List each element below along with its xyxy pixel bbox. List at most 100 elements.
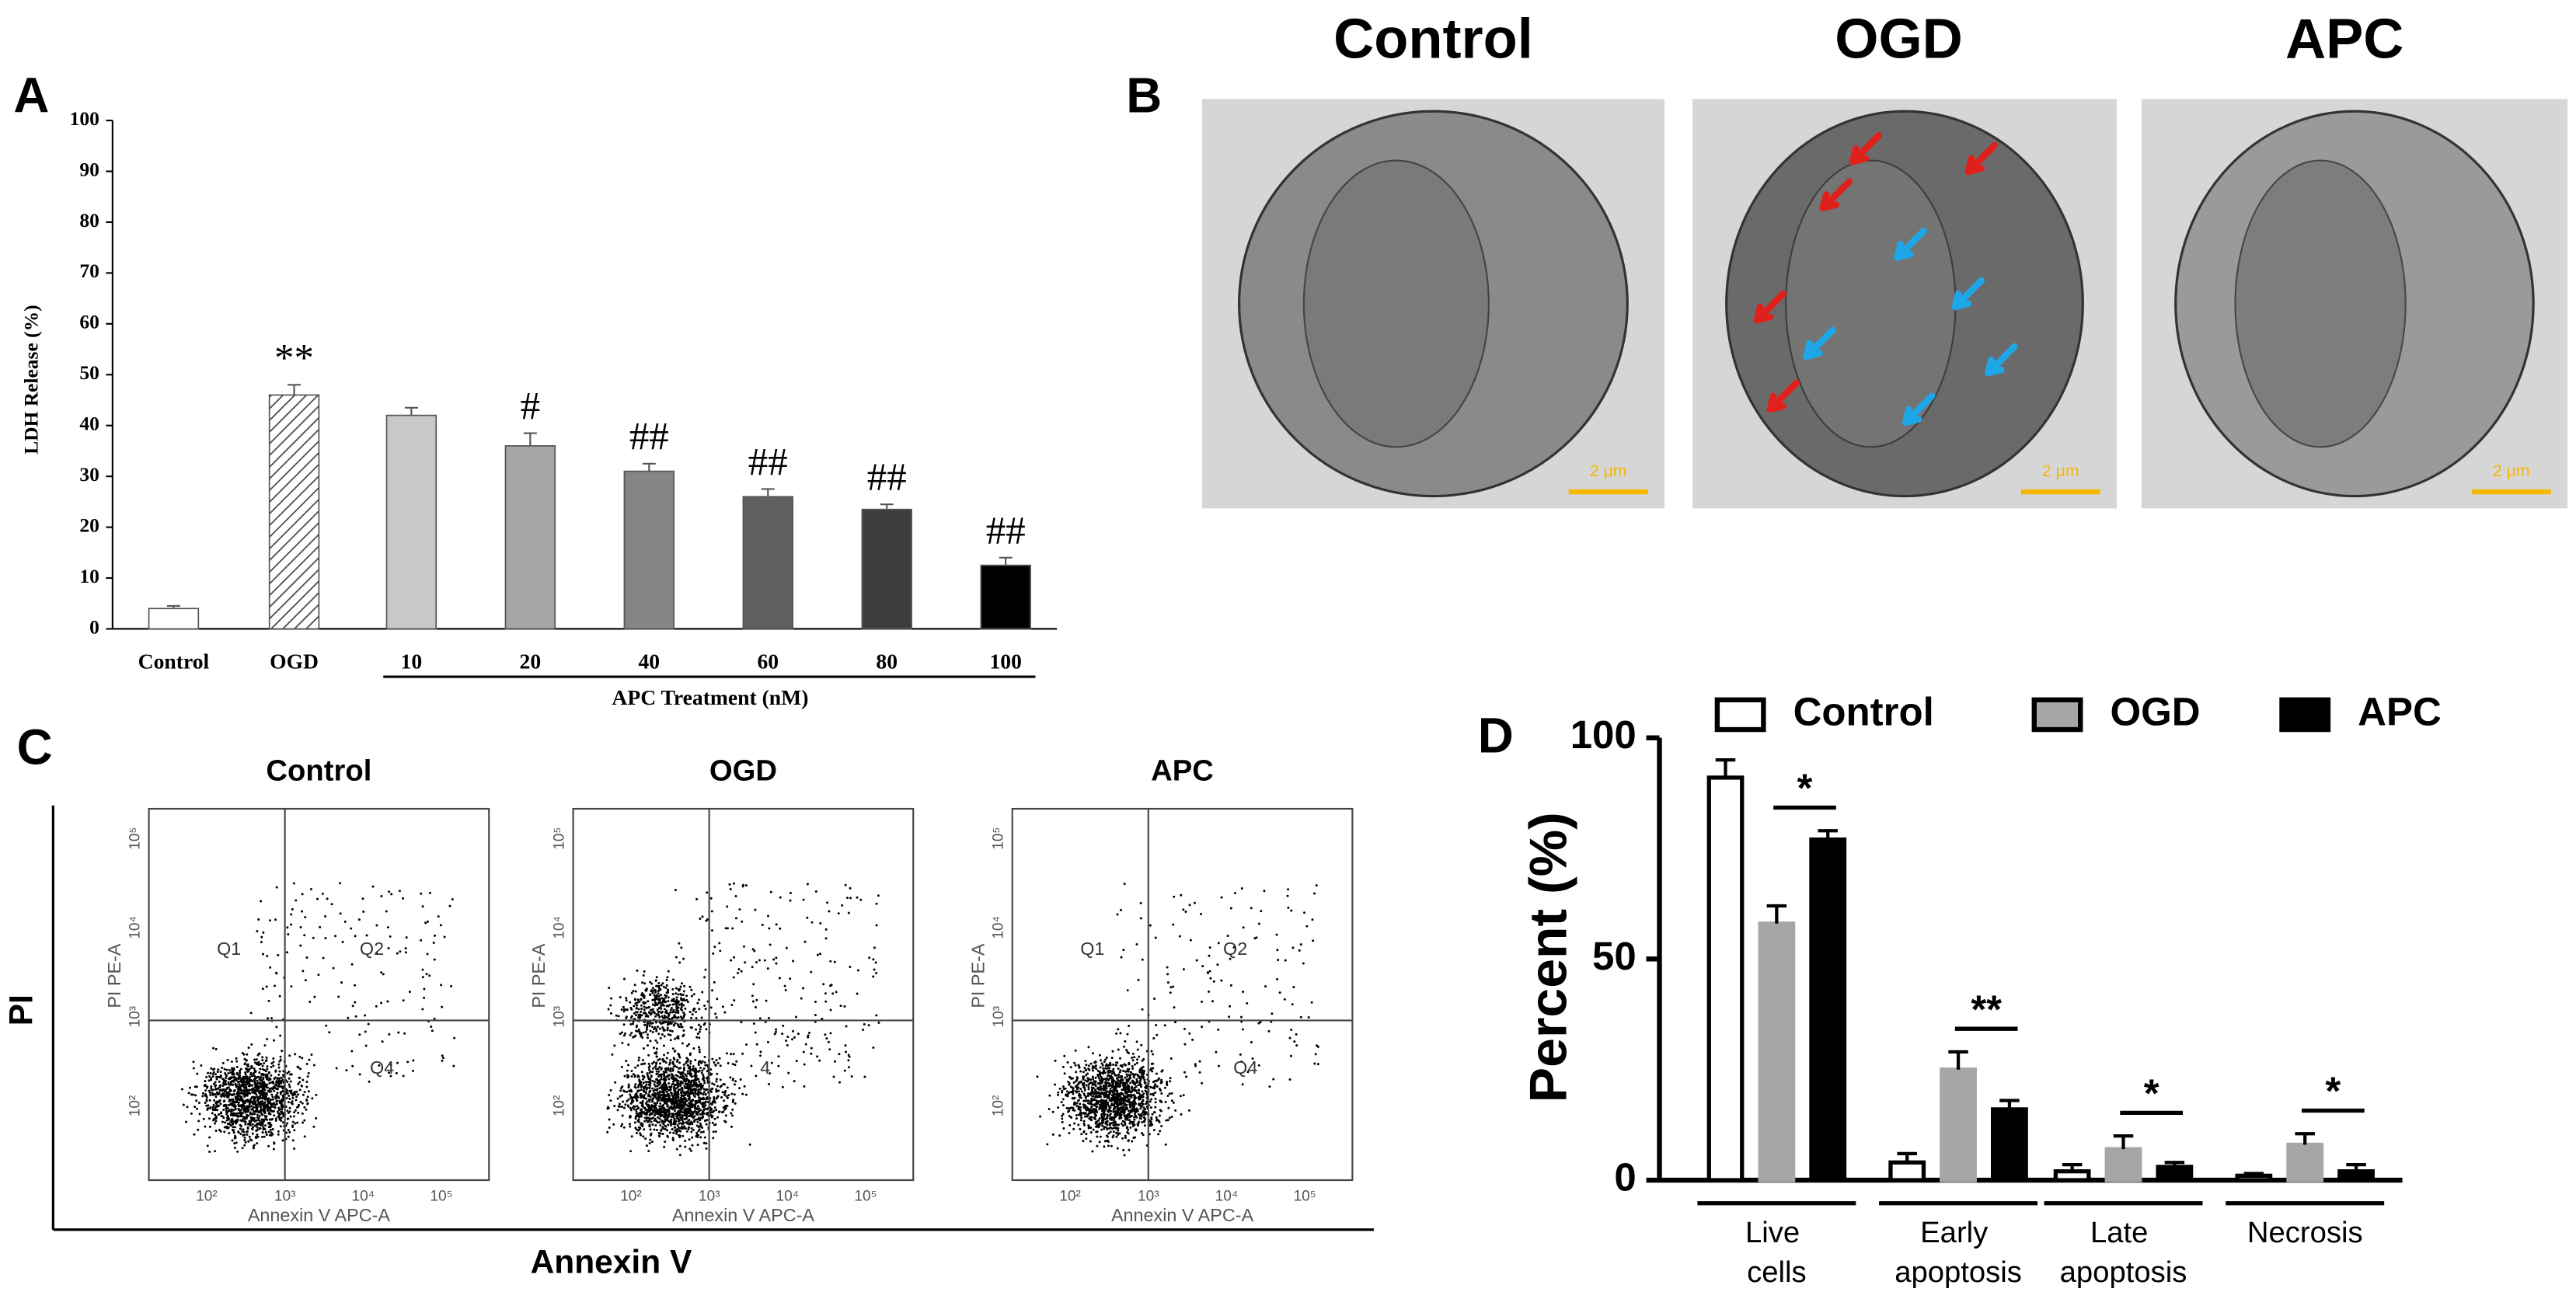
event-dot xyxy=(1139,1117,1142,1120)
event-dot xyxy=(803,1085,806,1088)
event-dot xyxy=(1095,1130,1098,1134)
event-dot xyxy=(691,1068,694,1071)
event-dot xyxy=(696,1105,699,1108)
event-dot xyxy=(1082,1120,1086,1123)
event-dot xyxy=(253,1120,256,1123)
event-dot xyxy=(190,1093,193,1096)
event-dot xyxy=(662,1078,665,1081)
event-dot xyxy=(1094,1085,1097,1088)
event-dot xyxy=(1284,959,1287,962)
event-dot xyxy=(682,990,685,993)
event-dot xyxy=(775,956,778,959)
event-dot xyxy=(256,1135,260,1138)
event-dot xyxy=(697,1099,700,1102)
event-dot xyxy=(696,1143,699,1146)
event-dot xyxy=(676,1128,678,1131)
event-dot xyxy=(672,1057,675,1060)
event-dot xyxy=(678,1054,681,1057)
event-dot xyxy=(269,1087,272,1090)
event-dot xyxy=(328,1031,331,1034)
event-dot xyxy=(636,1113,639,1116)
event-dot xyxy=(731,1078,734,1081)
event-dot xyxy=(1160,1078,1163,1081)
event-dot xyxy=(737,968,741,971)
event-dot xyxy=(720,1095,723,1099)
event-dot xyxy=(264,1093,267,1096)
event-dot xyxy=(1128,1109,1131,1113)
event-dot xyxy=(268,1081,271,1085)
event-dot xyxy=(657,1006,661,1009)
event-dot xyxy=(628,1089,631,1092)
event-dot xyxy=(261,1100,264,1103)
event-dot xyxy=(264,1131,267,1134)
event-dot xyxy=(678,1119,681,1122)
event-dot xyxy=(387,1071,390,1074)
event-dot xyxy=(803,1063,806,1066)
event-dot xyxy=(649,1008,652,1012)
event-dot xyxy=(1305,925,1309,928)
event-dot xyxy=(1119,1092,1122,1095)
y-tick-label: 10⁵ xyxy=(127,827,144,850)
event-dot xyxy=(640,1104,643,1107)
event-dot xyxy=(752,983,755,986)
event-dot xyxy=(715,1016,718,1019)
event-dot xyxy=(754,908,757,911)
arrow xyxy=(1849,131,1883,165)
event-dot xyxy=(249,1123,252,1127)
event-dot xyxy=(661,1033,664,1036)
event-dot xyxy=(873,946,876,949)
event-dot xyxy=(872,975,875,978)
bar xyxy=(861,508,912,630)
event-dot xyxy=(654,1052,657,1055)
event-dot xyxy=(232,1126,235,1129)
event-dot xyxy=(1082,1099,1086,1102)
event-dot xyxy=(686,1104,689,1107)
event-dot xyxy=(1091,1075,1094,1078)
quadrant-label: Q1 xyxy=(217,939,241,959)
y-tick-label: 0 xyxy=(89,615,99,638)
event-dot xyxy=(824,1033,827,1036)
event-dot xyxy=(657,1013,660,1016)
event-dot xyxy=(692,1079,695,1082)
event-dot xyxy=(260,1091,263,1094)
event-dot xyxy=(663,1145,666,1148)
plot-title: APC xyxy=(1151,754,1214,787)
event-dot xyxy=(678,1067,681,1070)
event-dot xyxy=(1115,1135,1118,1138)
event-dot xyxy=(696,1111,699,1114)
event-dot xyxy=(711,1121,714,1124)
event-dot xyxy=(639,1132,642,1135)
event-dot xyxy=(208,1099,211,1102)
event-dot xyxy=(620,1106,623,1109)
event-dot xyxy=(375,952,378,955)
y-tick-label: 10³ xyxy=(552,1006,568,1028)
event-dot xyxy=(686,1085,689,1088)
event-dot xyxy=(685,1057,688,1060)
event-dot xyxy=(640,1096,643,1099)
event-dot xyxy=(755,998,758,1001)
event-dot xyxy=(664,1140,667,1143)
event-dot xyxy=(1182,968,1185,971)
event-dot xyxy=(720,1085,723,1088)
event-dot xyxy=(243,1139,246,1142)
event-dot xyxy=(804,1043,807,1046)
event-dot xyxy=(828,910,831,913)
event-dot xyxy=(227,1078,230,1081)
event-dot xyxy=(648,1064,651,1067)
event-dot xyxy=(1096,1102,1100,1105)
event-dot xyxy=(1109,1099,1112,1102)
event-dot xyxy=(1142,1099,1145,1102)
event-dot xyxy=(721,1091,724,1094)
event-dot xyxy=(1084,1060,1087,1063)
event-dot xyxy=(1208,970,1211,973)
event-dot xyxy=(802,898,805,901)
event-dot xyxy=(666,1051,669,1054)
event-dot xyxy=(288,1130,291,1134)
event-dot xyxy=(638,1078,641,1081)
event-dot xyxy=(655,1013,658,1016)
event-dot xyxy=(666,988,669,991)
micrograph-title: APC xyxy=(2285,8,2403,70)
event-dot xyxy=(655,1097,658,1100)
event-dot xyxy=(650,1112,653,1115)
event-dot xyxy=(1104,1117,1107,1120)
